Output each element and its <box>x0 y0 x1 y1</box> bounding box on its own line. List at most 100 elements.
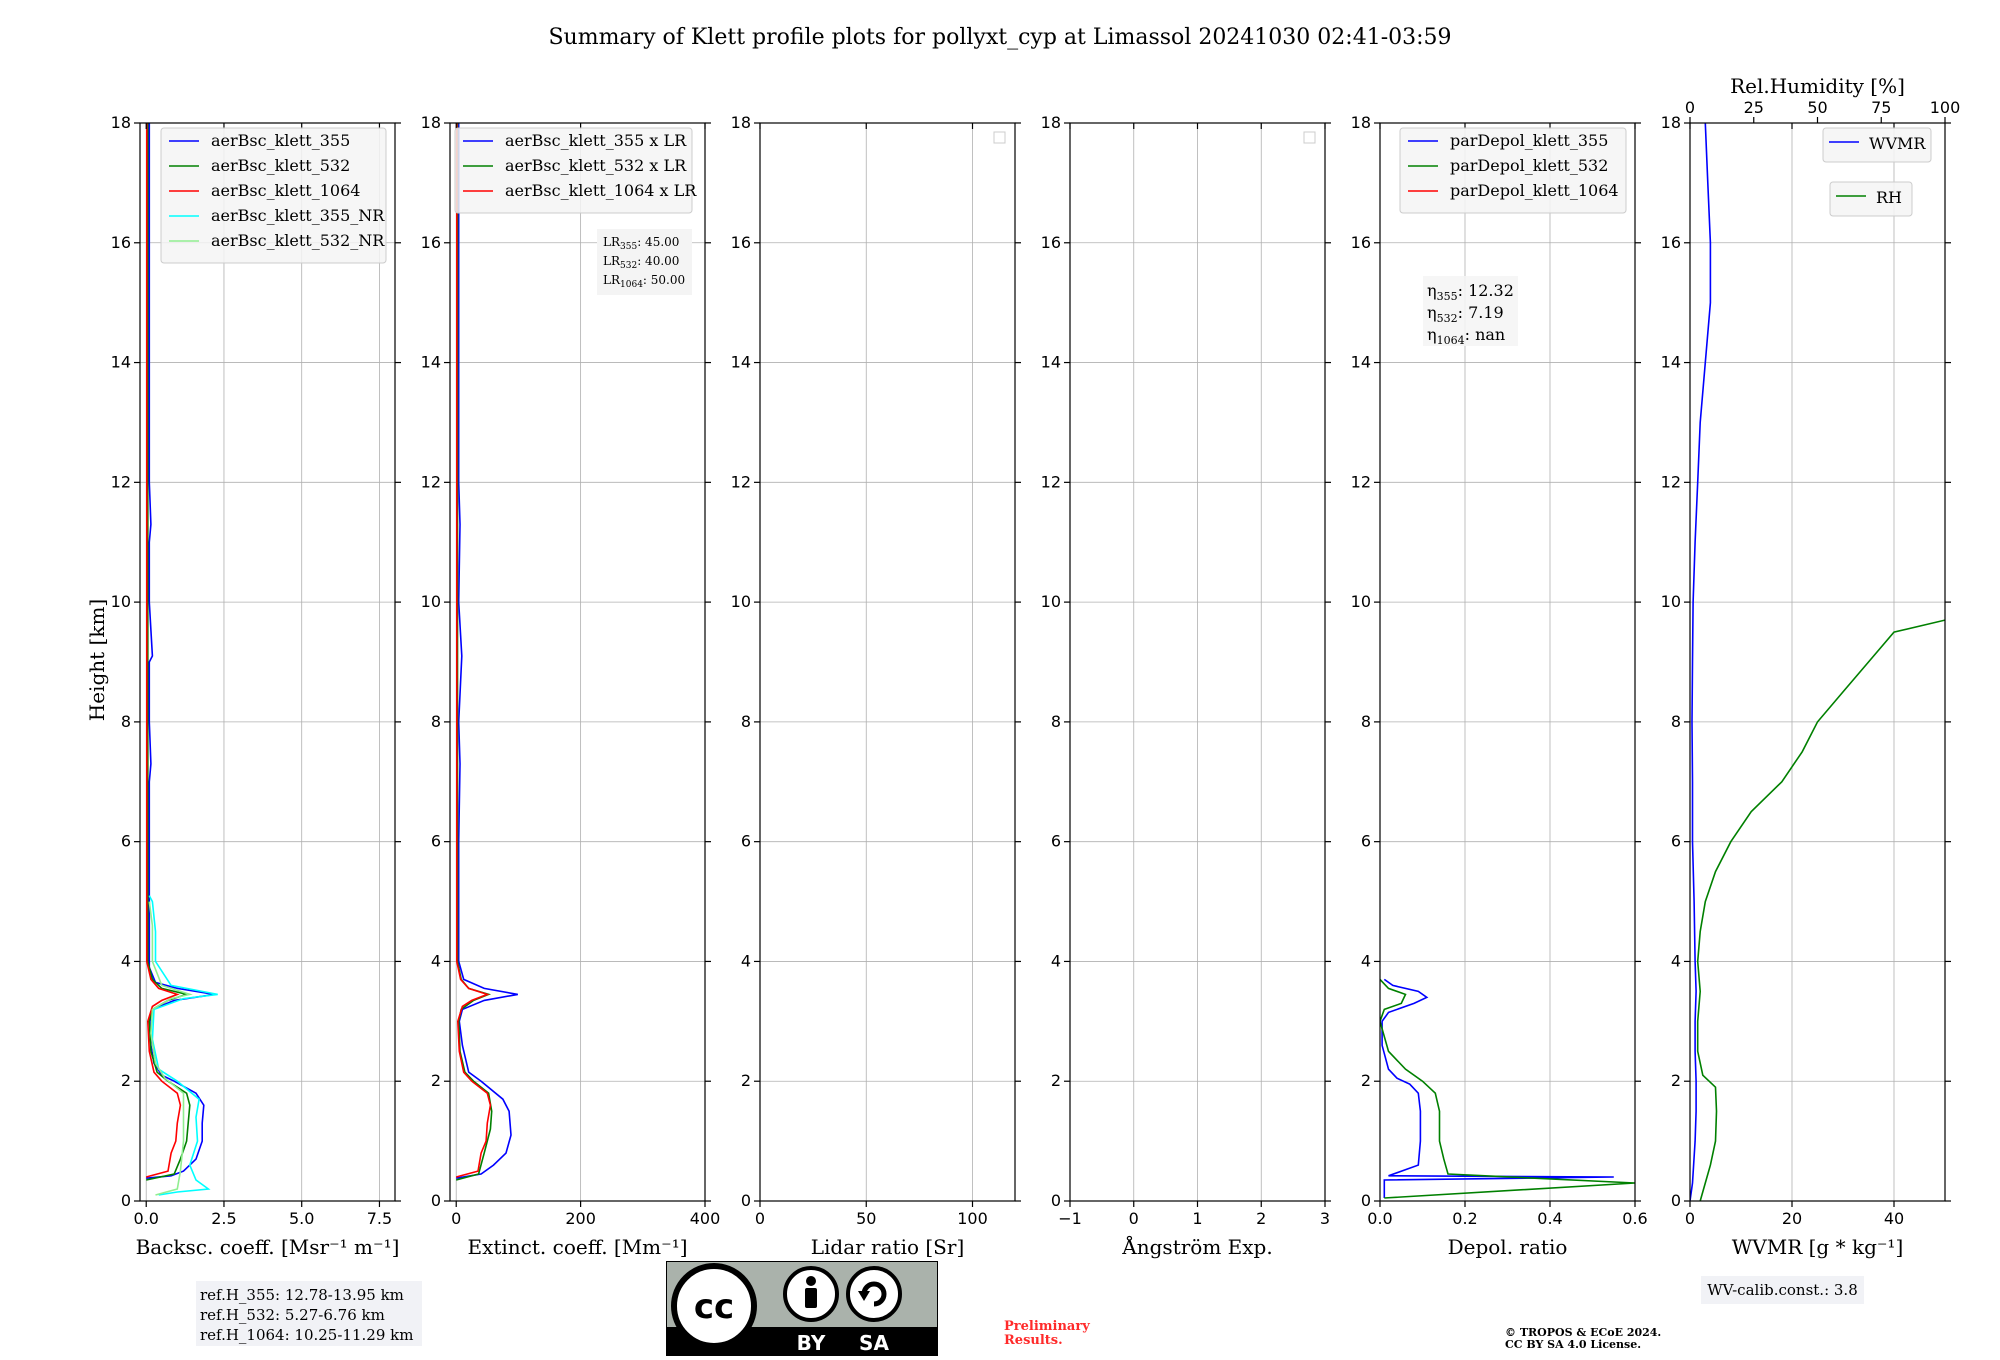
preliminary-line-2: Results. <box>1004 1333 1063 1348</box>
y-tick-label: 0 <box>1671 1191 1681 1210</box>
y-tick-label: 16 <box>111 233 131 252</box>
y-tick-label: 0 <box>1361 1191 1371 1210</box>
y-tick-label: 8 <box>1671 712 1681 731</box>
y-tick-label: 12 <box>1661 472 1681 491</box>
x-tick-label: 0.6 <box>1622 1209 1647 1228</box>
y-tick-label: 18 <box>1351 113 1371 132</box>
x-tick-label: 0.0 <box>133 1209 158 1228</box>
y-tick-label: 8 <box>121 712 131 731</box>
ref-height-532: ref.H_532: 5.27-6.76 km <box>200 1306 385 1324</box>
y-tick-label: 16 <box>1041 233 1061 252</box>
y-tick-label: 14 <box>731 353 751 372</box>
cc-license-badge: cc BY SA <box>665 1260 939 1357</box>
legend-box <box>1822 127 1932 163</box>
plot-frame <box>759 122 1016 1202</box>
x-tick-label: 5.0 <box>289 1209 314 1228</box>
y-tick-label: 2 <box>1671 1071 1681 1090</box>
chart-title: Summary of Klett profile plots for polly… <box>548 25 1451 50</box>
y-tick-label: 18 <box>731 113 751 132</box>
preliminary-line-1: Preliminary <box>1004 1319 1090 1334</box>
top-x-tick-label: 25 <box>1744 98 1764 117</box>
y-tick-label: 14 <box>111 353 131 372</box>
x-tick-label: −1 <box>1058 1209 1082 1228</box>
series-line-RH <box>1696 619 1945 1201</box>
legend-label: RH <box>1876 188 1902 207</box>
series-line-aerBsc_klett_532_NR <box>148 901 193 1196</box>
panel-1: 0 2 4 6 8 10 12 14 16 18 0.0 2.5 5.0 7.5 Backsc. coeff… <box>111 113 401 1259</box>
y-tick-label: 14 <box>1041 353 1061 372</box>
y-tick-label: 10 <box>1661 592 1681 611</box>
y-tick-label: 14 <box>1351 353 1371 372</box>
x-tick-label: 3 <box>1320 1209 1330 1228</box>
plot-frame <box>139 122 396 1202</box>
y-tick-label: 18 <box>1661 113 1681 132</box>
y-tick-label: 10 <box>731 592 751 611</box>
wv-calib-box: WV-calib.const.: 3.8 <box>1701 1276 1864 1304</box>
reference-height-box: ref.H_355: 12.78-13.95 km ref.H_532: 5.2… <box>196 1281 422 1346</box>
y-tick-label: 0 <box>121 1191 131 1210</box>
y-tick-label: 4 <box>1051 951 1061 970</box>
x-axis-label: Depol. ratio <box>1448 1235 1568 1259</box>
y-tick-label: 18 <box>111 113 131 132</box>
x-tick-label: 0 <box>755 1209 765 1228</box>
panel-5: 0 2 4 6 8 10 12 14 16 18 0.0 0.2 0.4 0.6 Depol. ratio p… <box>1351 113 1648 1259</box>
y-tick-label: 2 <box>431 1071 441 1090</box>
plot-frame <box>1689 122 1946 1202</box>
y-tick-label: 6 <box>1361 832 1371 851</box>
legend-label: parDepol_klett_532 <box>1450 156 1608 175</box>
series-line-parDepol_klett_355 <box>1381 978 1614 1198</box>
series-line-WVMR <box>1690 123 1712 1201</box>
y-tick-label: 10 <box>421 592 441 611</box>
x-axis-label: Ångström Exp. <box>1121 1234 1272 1259</box>
legend-label: aerBsc_klett_355_NR <box>211 206 385 225</box>
legend-label: aerBsc_klett_355 x LR <box>505 131 687 150</box>
y-tick-label: 18 <box>1041 113 1061 132</box>
y-tick-label: 4 <box>121 951 131 970</box>
y-tick-label: 6 <box>121 832 131 851</box>
x-tick-label: 0.0 <box>1367 1209 1392 1228</box>
y-tick-label: 4 <box>431 951 441 970</box>
x-tick-label: 7.5 <box>367 1209 392 1228</box>
y-tick-label: 0 <box>1051 1191 1061 1210</box>
y-tick-label: 0 <box>431 1191 441 1210</box>
legend-label: aerBsc_klett_532 x LR <box>505 156 687 175</box>
legend: aerBsc_klett_355 aerBsc_klett_532 aerBsc_k… <box>160 127 387 264</box>
empty-legend-marker <box>1303 131 1316 144</box>
y-tick-label: 10 <box>1041 592 1061 611</box>
y-tick-label: 4 <box>1671 951 1681 970</box>
y-tick-label: 6 <box>1671 832 1681 851</box>
y-tick-label: 8 <box>1051 712 1061 731</box>
eta-box <box>1423 276 1518 346</box>
series-line-aerBsc_klett_355 <box>146 123 215 1179</box>
legend: aerBsc_klett_355 x LR aerBsc_klett_532 x … <box>454 127 697 214</box>
y-tick-label: 16 <box>421 233 441 252</box>
legend-box <box>1399 127 1627 214</box>
series-line-parDepol_klett_532 <box>1380 978 1635 1199</box>
y-tick-label: 2 <box>1051 1071 1061 1090</box>
lidar-ratio-box <box>597 229 692 295</box>
y-tick-label: 10 <box>111 592 131 611</box>
top-x-tick-label: 50 <box>1807 98 1827 117</box>
legend-label: aerBsc_klett_532 <box>211 156 350 175</box>
y-tick-label: 8 <box>1361 712 1371 731</box>
y-tick-label: 8 <box>741 712 751 731</box>
y-tick-label: 2 <box>741 1071 751 1090</box>
y-tick-label: 2 <box>1361 1071 1371 1090</box>
preliminary-note: Preliminary Results. <box>1004 1320 1090 1348</box>
ref-height-1064: ref.H_1064: 10.25-11.29 km <box>200 1326 414 1344</box>
series-line-aerBsc_klett_355 x LR <box>456 123 518 1179</box>
y-tick-label: 16 <box>1661 233 1681 252</box>
cc-circle-icon <box>671 1263 757 1349</box>
legend-box <box>1829 181 1913 217</box>
legend-label: parDepol_klett_355 <box>1450 131 1608 150</box>
series-line-aerBsc_klett_1064 <box>145 123 182 1178</box>
y-tick-label: 14 <box>1661 353 1681 372</box>
y-tick-label: 12 <box>731 472 751 491</box>
x-axis-label: WVMR [g * kg⁻¹] <box>1732 1235 1904 1259</box>
y-axis-label: Height [km] <box>85 599 109 721</box>
x-tick-label: 0 <box>451 1209 461 1228</box>
